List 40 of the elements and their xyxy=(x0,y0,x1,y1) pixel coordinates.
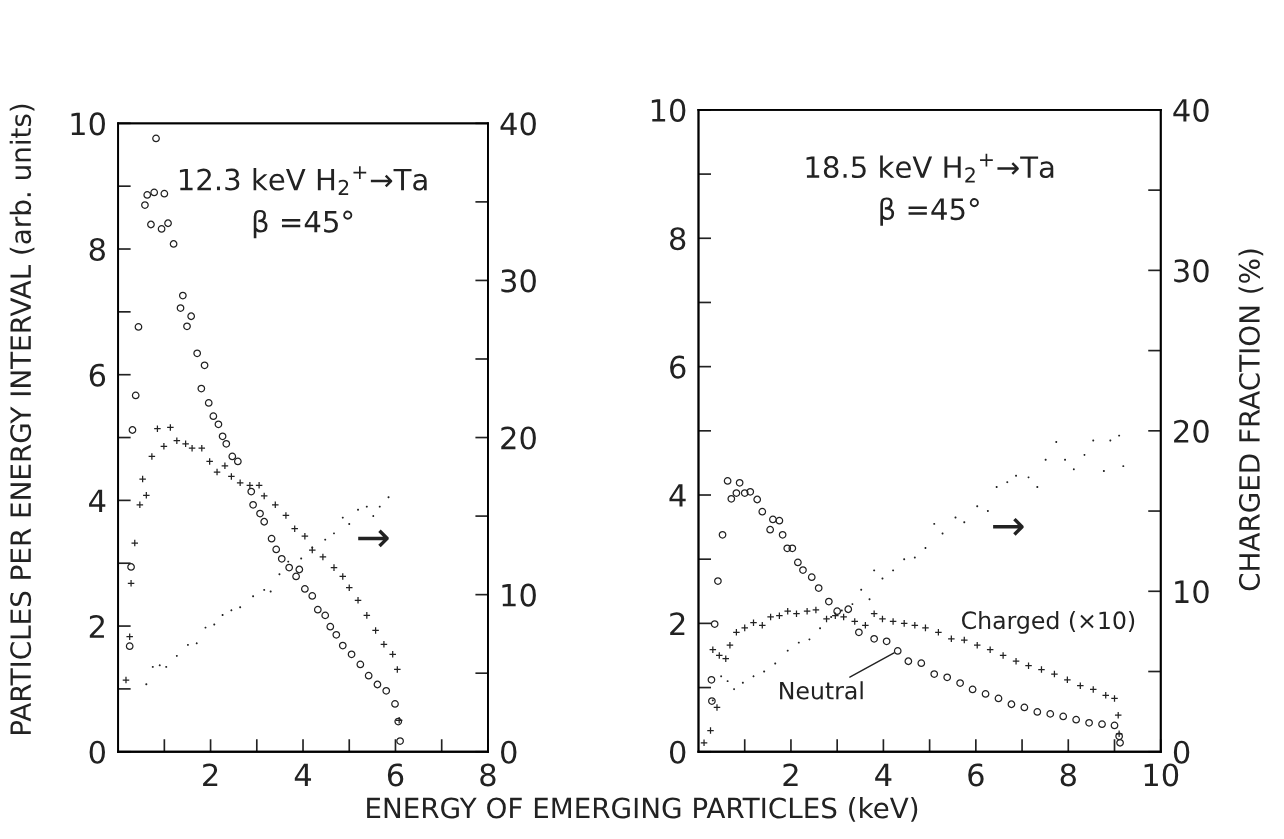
y2-axis-title: CHARGED FRACTION (%) xyxy=(1238,249,1264,591)
y2-tick-label: 10 xyxy=(1175,580,1209,604)
annotation: → xyxy=(993,517,1024,536)
x-tick-label: 8 xyxy=(480,763,496,787)
y2-tick-label: 0 xyxy=(1173,740,1190,764)
x-tick-label: 10 xyxy=(1144,763,1179,787)
y2-tick-label: 20 xyxy=(501,426,536,450)
y-tick-label: 10 xyxy=(651,98,686,122)
text: 18.5 keV H$_{2}$$^{+}$→Ta β =45° xyxy=(806,153,1054,226)
x-tick-label: 2 xyxy=(203,763,218,787)
y-tick-label: 6 xyxy=(89,363,106,387)
y-tick-label: 6 xyxy=(670,355,686,379)
y-tick-label: 0 xyxy=(89,740,105,764)
y-tick-label: 4 xyxy=(89,489,106,512)
x-tick-label: 8 xyxy=(1060,763,1076,787)
y-tick-label: 2 xyxy=(89,614,104,638)
y2-tick-label: 40 xyxy=(1173,98,1209,122)
y-tick-label: 0 xyxy=(669,740,686,764)
annotation: → xyxy=(358,529,389,548)
y2-tick-label: 20 xyxy=(1174,419,1209,443)
y2-tick-label: 40 xyxy=(500,112,536,136)
series-label: Charged (×10) xyxy=(962,610,1135,634)
y-tick-label: 8 xyxy=(670,227,686,251)
y2-tick-label: 30 xyxy=(1174,259,1209,283)
y-axis-title: PARTICLES PER ENERGY INTERVAL (arb. units) xyxy=(9,104,35,734)
y-tick-label: 8 xyxy=(89,237,105,262)
x-tick-label: 4 xyxy=(875,763,892,787)
x-tick-label: 4 xyxy=(294,763,312,787)
x-tick-label: 6 xyxy=(968,763,984,787)
y2-tick-label: 30 xyxy=(501,269,536,293)
y-tick-label: 2 xyxy=(670,612,685,635)
y2-tick-label: 0 xyxy=(501,740,517,764)
y-tick-label: 4 xyxy=(669,484,686,507)
x-axis-title: ENERGY OF EMERGING PARTICLES (keV) xyxy=(367,797,918,822)
x-tick-label: 2 xyxy=(783,763,798,787)
x-tick-label: 6 xyxy=(387,763,404,787)
y-tick-label: 10 xyxy=(71,112,105,136)
legend-label: Neutral xyxy=(780,681,863,700)
text: 12.3 keV H$_{2}$$^{+}$→Ta β =45° xyxy=(179,166,427,239)
y2-tick-label: 10 xyxy=(502,583,536,607)
